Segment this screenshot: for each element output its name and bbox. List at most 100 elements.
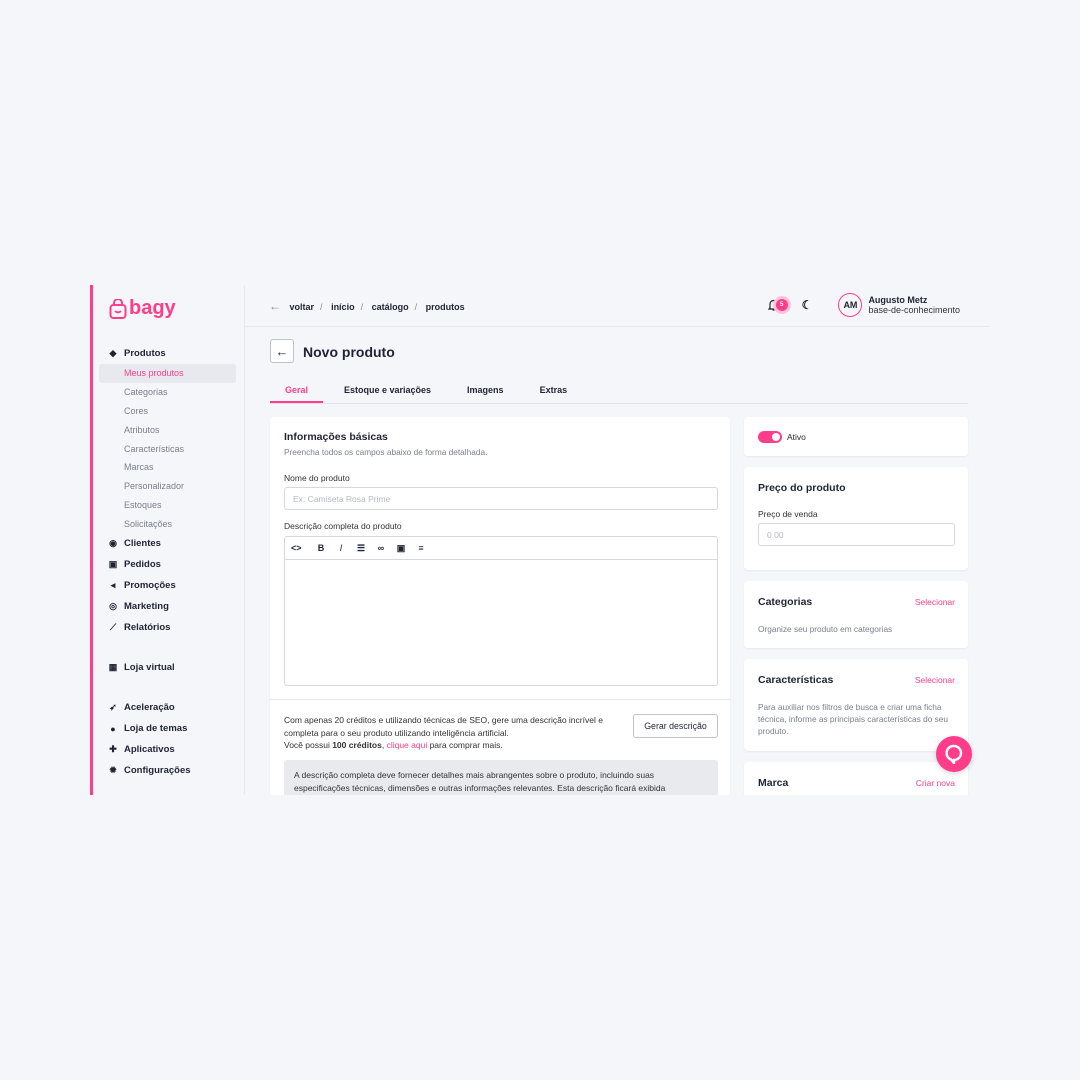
categories-text: Organize seu produto em categorias [758,624,893,634]
description-editor[interactable]: <> B I ☰ ∞ ▣ ≡ [284,536,718,686]
sidebar-subitem[interactable]: Categorias [124,387,168,398]
sidebar-subitem[interactable]: Estoques [124,499,162,510]
image-icon[interactable]: ▣ [396,542,406,553]
align-icon[interactable]: ≡ [418,543,424,553]
moon-icon[interactable]: ☾ [801,298,813,312]
arrow-left-icon: ← [275,343,289,359]
create-brand-link[interactable]: Criar nova [915,778,955,788]
sidebar-item-1[interactable]: ◉ Clientes [99,533,236,554]
categories-card: Categorias Selecionar Organize seu produ… [744,581,968,648]
sidebar-item-label: Produtos [124,348,166,359]
puzzle-icon: ✚ [109,744,117,755]
price-card: Preço do produto Preço de venda 0.00 [744,467,968,570]
sidebar: bagy ◆ Produtos Meus produtos Categorias Cor… [93,285,245,795]
top-bar: ← voltar / início / catálogo / produtos 5 ☾… [245,285,990,327]
logo-text: bagy [129,297,176,319]
sidebar-item-2[interactable]: ▣ Pedidos [99,554,236,575]
breadcrumb: ← voltar / início / catálogo / produtos [269,298,465,313]
sidebar-subitem[interactable]: Personalizador [124,481,185,492]
bold-icon[interactable]: B [317,543,325,553]
basic-info-card: Informações básicas Preencha todos os ca… [270,417,730,795]
tabs: Geral Estoque e variações Imagens Extras [270,379,968,404]
sidebar-subitem[interactable]: Características [124,443,185,454]
buy-credits-link[interactable]: clique aqui [386,740,428,750]
brand-card: Marca Criar nova [744,762,968,795]
sidebar-subitem[interactable]: Atributos [124,424,160,435]
breadcrumb-produtos[interactable]: produtos [425,301,465,312]
breadcrumb-inicio[interactable]: início [331,301,355,312]
features-card: Características Selecionar Para auxiliar… [744,659,968,751]
sidebar-subitem[interactable]: Meus produtos [99,364,236,383]
sidebar-item-9[interactable]: ✚ Aplicativos [99,739,236,760]
link-icon[interactable]: ∞ [377,543,385,553]
sidebar-item-4[interactable]: ◎ Marketing [99,596,236,617]
sidebar-item-10[interactable]: ✹ Configurações [99,760,236,781]
sidebar-item-7[interactable]: ➶ Aceleração [99,697,236,718]
credits-suffix: para comprar mais. [427,740,503,750]
notification-badge: 5 [775,299,788,311]
sidebar-item-5[interactable]: ⟋ Relatórios [99,617,236,638]
sidebar-item-label: Aplicativos [124,744,175,756]
code-icon[interactable]: <> [291,543,302,553]
sidebar-item-0[interactable]: ◆ Produtos [99,343,236,364]
features-text: Para auxiliar nos filtros de busca e cri… [758,702,948,736]
arrow-left-icon[interactable]: ← [269,298,281,313]
tab-extras[interactable]: Extras [539,385,568,395]
ai-description: Com apenas 20 créditos e utilizando técn… [284,715,603,738]
nav-gap [99,638,236,657]
user-circle-icon: ◉ [109,538,117,549]
name-label: Nome do produto [284,473,350,483]
tab-imagens[interactable]: Imagens [467,385,504,395]
sidebar-subitem[interactable]: Marcas [124,462,154,473]
desc-label: Descrição completa do produto [284,521,402,531]
chart-line-icon: ⟋ [109,622,117,633]
divider [270,699,730,700]
sidebar-item-label: Clientes [124,538,161,550]
chat-button[interactable] [936,736,972,772]
gear-icon: ✹ [109,765,117,776]
features-title: Características [758,674,834,686]
credits-count: 100 créditos [332,740,382,750]
card-subtitle: Preencha todos os campos abaixo de forma… [284,447,488,457]
store-name: base-de-conhecimento [868,305,960,315]
select-features-link[interactable]: Selecionar [914,675,955,685]
sidebar-item-label: Marketing [124,601,169,613]
bagy-logo[interactable]: bagy [109,297,176,320]
sidebar-nav: ◆ Produtos Meus produtos Categorias Cores Atr… [99,343,236,781]
sidebar-item-8[interactable]: ● Loja de temas [99,718,236,739]
sidebar-item-label: Pedidos [124,559,161,571]
credits-prefix: Você possui [284,740,333,750]
inbox-icon: ▣ [108,559,118,570]
info-box: A descrição completa deve fornecer detal… [284,760,718,795]
sidebar-item-label: Configurações [124,765,191,777]
generate-description-button[interactable]: Gerar descrição [633,714,718,738]
sidebar-subitem[interactable]: Solicitações [124,518,173,529]
palette-icon: ● [110,723,116,734]
breadcrumb-catalogo[interactable]: catálogo [371,301,409,312]
sidebar-item-label: Loja de temas [124,723,188,735]
sidebar-subitem[interactable]: Cores [124,405,149,416]
back-button[interactable]: ← [270,339,294,363]
sidebar-item-3[interactable]: ◂ Promoções [99,575,236,596]
select-categories-link[interactable]: Selecionar [914,597,955,607]
megaphone-icon: ◂ [110,580,116,591]
product-name-input[interactable]: Ex: Camiseta Rosa Prime [284,487,718,510]
active-toggle[interactable] [758,431,782,443]
sidebar-item-label: Loja virtual [124,662,175,674]
sidebar-item-label: Relatórios [124,622,171,634]
app-window: bagy ◆ Produtos Meus produtos Categorias Cor… [90,285,990,795]
brand-title: Marca [758,777,789,789]
tab-geral[interactable]: Geral [270,379,323,403]
breadcrumb-voltar[interactable]: voltar [289,301,315,312]
sidebar-item-6[interactable]: ▦ Loja virtual [99,657,236,678]
list-icon[interactable]: ☰ [356,542,366,553]
status-label: Ativo [787,432,806,442]
categories-title: Categorias [758,596,813,608]
price-title: Preço do produto [758,482,846,494]
tab-estoque[interactable]: Estoque e variações [344,385,432,395]
italic-icon[interactable]: I [339,543,343,553]
nav-gap [99,678,236,697]
avatar[interactable]: AM [838,293,863,317]
comma: , [381,740,387,750]
price-input[interactable]: 0.00 [758,523,955,546]
